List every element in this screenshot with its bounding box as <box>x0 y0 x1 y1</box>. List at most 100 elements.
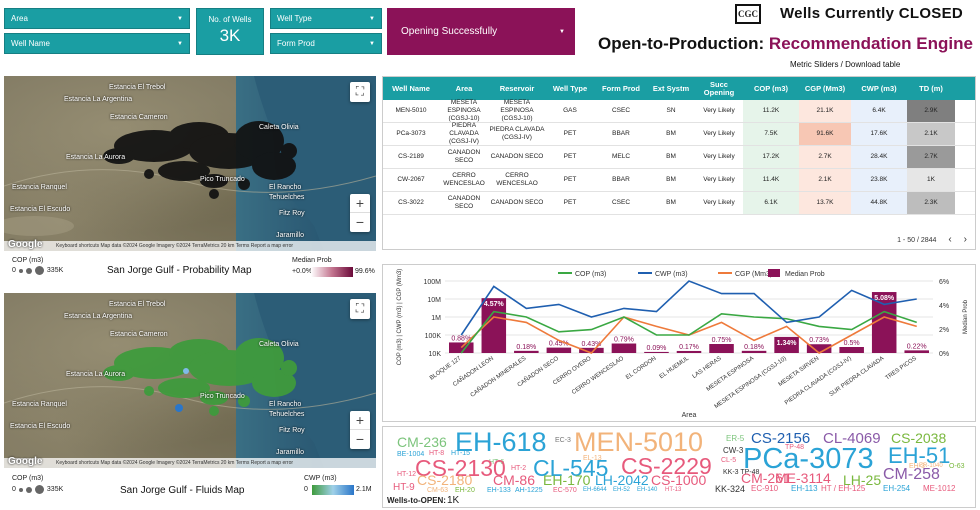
wordcloud-word[interactable]: MEN-5010 <box>574 427 704 457</box>
wordcloud-word[interactable]: CL-545 <box>533 455 609 481</box>
wordcloud-word[interactable]: HT-2 <box>511 465 527 472</box>
wordcloud-word[interactable]: HT-8 <box>429 450 445 457</box>
wordcloud-word[interactable]: KK-324 <box>715 484 746 494</box>
wordcloud-word[interactable]: HT-13 <box>665 487 682 493</box>
probability-map[interactable]: Estancia La Argentina Estancia El Trebol… <box>4 76 376 251</box>
table-row[interactable]: CS-3022 CAÑADON SECO CAÑADON SECO PET CSEC BM… <box>383 192 975 215</box>
col-header[interactable]: CWP (m3) <box>861 84 897 93</box>
wordcloud-word[interactable]: EH-3 <box>909 463 925 470</box>
col-header[interactable]: Form Prod <box>602 84 640 93</box>
pagination-label: 1 - 50 / 2844 <box>897 237 937 244</box>
wordcloud-word[interactable]: CS-1000 <box>651 472 707 488</box>
metric-sliders-link[interactable]: Metric Sliders / Download table <box>790 60 901 69</box>
wordcloud-word[interactable]: CW-3 <box>723 446 744 455</box>
fullscreen-icon[interactable]: ⛶ <box>350 82 370 102</box>
wordcloud-word[interactable]: ME-3114 <box>775 470 831 486</box>
prev-page-icon[interactable]: ‹ <box>948 234 952 245</box>
wordcloud-word[interactable]: EC-910 <box>751 484 779 493</box>
prob-bar <box>871 292 897 353</box>
wordcloud-word[interactable]: EH-51 <box>888 443 951 468</box>
map-place-label: Caleta Olivia <box>259 341 299 348</box>
wordcloud-word[interactable]: EH-140 <box>637 487 658 493</box>
wordcloud-word[interactable]: KK-3 TP-48 <box>723 469 760 476</box>
zoom-out-button[interactable]: − <box>350 429 370 448</box>
col-header[interactable]: Well Name <box>392 84 430 93</box>
prob-bar <box>709 344 734 353</box>
fullscreen-icon[interactable]: ⛶ <box>350 299 370 319</box>
col-header[interactable]: TD (m) <box>919 84 943 93</box>
wordcloud-word[interactable]: EC-3 <box>555 437 571 444</box>
wordcloud-word[interactable]: HT-6 <box>489 459 505 466</box>
zoom-in-button[interactable]: + <box>355 195 365 211</box>
wordcloud-word[interactable]: EH-170 <box>543 472 591 488</box>
table-cell: Very Likely <box>703 130 735 137</box>
next-page-icon[interactable]: › <box>963 234 967 245</box>
map-place-label: Pico Truncado <box>200 393 245 400</box>
wordcloud-word[interactable]: ER-1040 <box>919 463 943 469</box>
zoom-out-button[interactable]: − <box>350 212 370 231</box>
wordcloud-word[interactable]: EH-133 <box>487 487 511 494</box>
wordcloud-word[interactable]: ME-1012 <box>923 484 956 493</box>
wordcloud-word[interactable]: CS-2180 <box>417 472 473 488</box>
wordcloud-word[interactable]: CS-2229 <box>621 453 712 479</box>
wordcloud-word[interactable]: CL-5 <box>721 457 737 464</box>
wordcloud-word[interactable]: CS-2038 <box>891 430 947 446</box>
size-dot-icon <box>34 485 44 494</box>
wordcloud-word[interactable]: CL-4069 <box>823 430 881 447</box>
dropdown-arrow-icon: ▼ <box>177 40 183 47</box>
table-cell: PCa-3073 <box>396 130 426 137</box>
fluids-map[interactable]: Estancia La Argentina Estancia El Trebol… <box>4 293 376 468</box>
table-row[interactable]: MEN-5010 MESETA ESPINOSA (CGSJ-10) MESETA … <box>383 99 975 123</box>
wordcloud-word[interactable]: CM-261 <box>741 470 791 486</box>
wordcloud-word[interactable]: CM-63 <box>427 487 449 494</box>
table-cell: SN <box>666 107 676 114</box>
well-type-filter[interactable]: Well Type ▼ <box>270 8 382 29</box>
wordcloud-word[interactable]: EH-6644 <box>583 487 607 493</box>
map-footer[interactable]: Keyboard shortcuts Map data ©2024 Google… <box>4 241 376 251</box>
col-header[interactable]: Well Type <box>552 84 588 93</box>
wordcloud-word[interactable]: BE-1004 <box>397 451 425 458</box>
wordcloud-word[interactable]: EH-52 <box>613 487 631 493</box>
wordcloud-word[interactable]: CS-2156 <box>751 430 811 447</box>
wordcloud-word[interactable]: PCa-3073 <box>743 443 874 475</box>
wordcloud-word[interactable]: EH-618 <box>455 427 547 457</box>
opening-status-filter[interactable]: Opening Successfully ▼ <box>387 8 575 55</box>
wordcloud-word[interactable]: HT-12 <box>397 471 417 478</box>
wordcloud-word[interactable]: TP-48 <box>785 444 805 451</box>
form-prod-filter[interactable]: Form Prod ▼ <box>270 33 382 54</box>
zoom-in-button[interactable]: + <box>355 412 365 428</box>
well-name-filter[interactable]: Well Name ▼ <box>4 33 190 54</box>
table-row[interactable]: PCa-3073 PIEDRA CLAVADA (CGSJ-IV) PIEDRA C… <box>383 122 975 146</box>
wordcloud-word[interactable]: CS-2130 <box>415 455 506 481</box>
wordcloud-word[interactable]: HT-15 <box>451 450 471 457</box>
table-row[interactable]: CW-2067 CERRO WENCESLAO CERRO WENCESLAO PET… <box>383 169 975 192</box>
wordcloud-word[interactable]: O-63 <box>949 463 965 470</box>
wordcloud-word[interactable]: EH-254 <box>883 484 911 493</box>
col-header[interactable]: Ext Systm <box>652 84 690 93</box>
wordcloud-word[interactable]: CM-86 <box>493 472 536 488</box>
prob-bar <box>774 336 799 353</box>
area-filter[interactable]: Area ▼ <box>4 8 190 29</box>
table-row[interactable]: CS-2189 CAÑADON SECO CAÑADON SECO PET MELC BM… <box>383 146 975 169</box>
map-place-label: Estancia El Escudo <box>10 423 71 430</box>
wordcloud-word[interactable]: AH-1225 <box>515 487 543 494</box>
table-cell: 23.8K <box>851 169 907 191</box>
wordcloud-word[interactable]: EC-570 <box>553 487 577 494</box>
col-header[interactable]: COP (m3) <box>753 84 789 93</box>
wordcloud-word[interactable]: ER-5 <box>726 434 745 443</box>
wordcloud-word[interactable]: CM-236 <box>397 434 447 450</box>
col-header[interactable]: Area <box>455 84 473 93</box>
wordcloud-word[interactable]: LH-25 <box>843 472 882 488</box>
col-header[interactable]: CGP (Mm3) <box>804 84 846 93</box>
wordcloud-word[interactable]: EL-13 <box>583 455 602 462</box>
wordcloud-word[interactable]: EH-20 <box>455 487 475 494</box>
map-footer[interactable]: Keyboard shortcuts Map data ©2024 Google… <box>4 458 376 468</box>
wordcloud-word[interactable]: EH-113 <box>791 484 818 493</box>
col-header[interactable]: Succ Opening <box>703 80 735 97</box>
wordcloud-word[interactable]: CM-258 <box>883 466 940 483</box>
wordcloud-word[interactable]: LH-2042 <box>595 472 649 488</box>
prob-bar <box>449 342 474 353</box>
wordcloud-word[interactable]: HT-9 <box>393 482 415 493</box>
wordcloud-word[interactable]: HT / EH-125 <box>821 484 866 493</box>
col-header[interactable]: Reservoir <box>499 84 535 93</box>
